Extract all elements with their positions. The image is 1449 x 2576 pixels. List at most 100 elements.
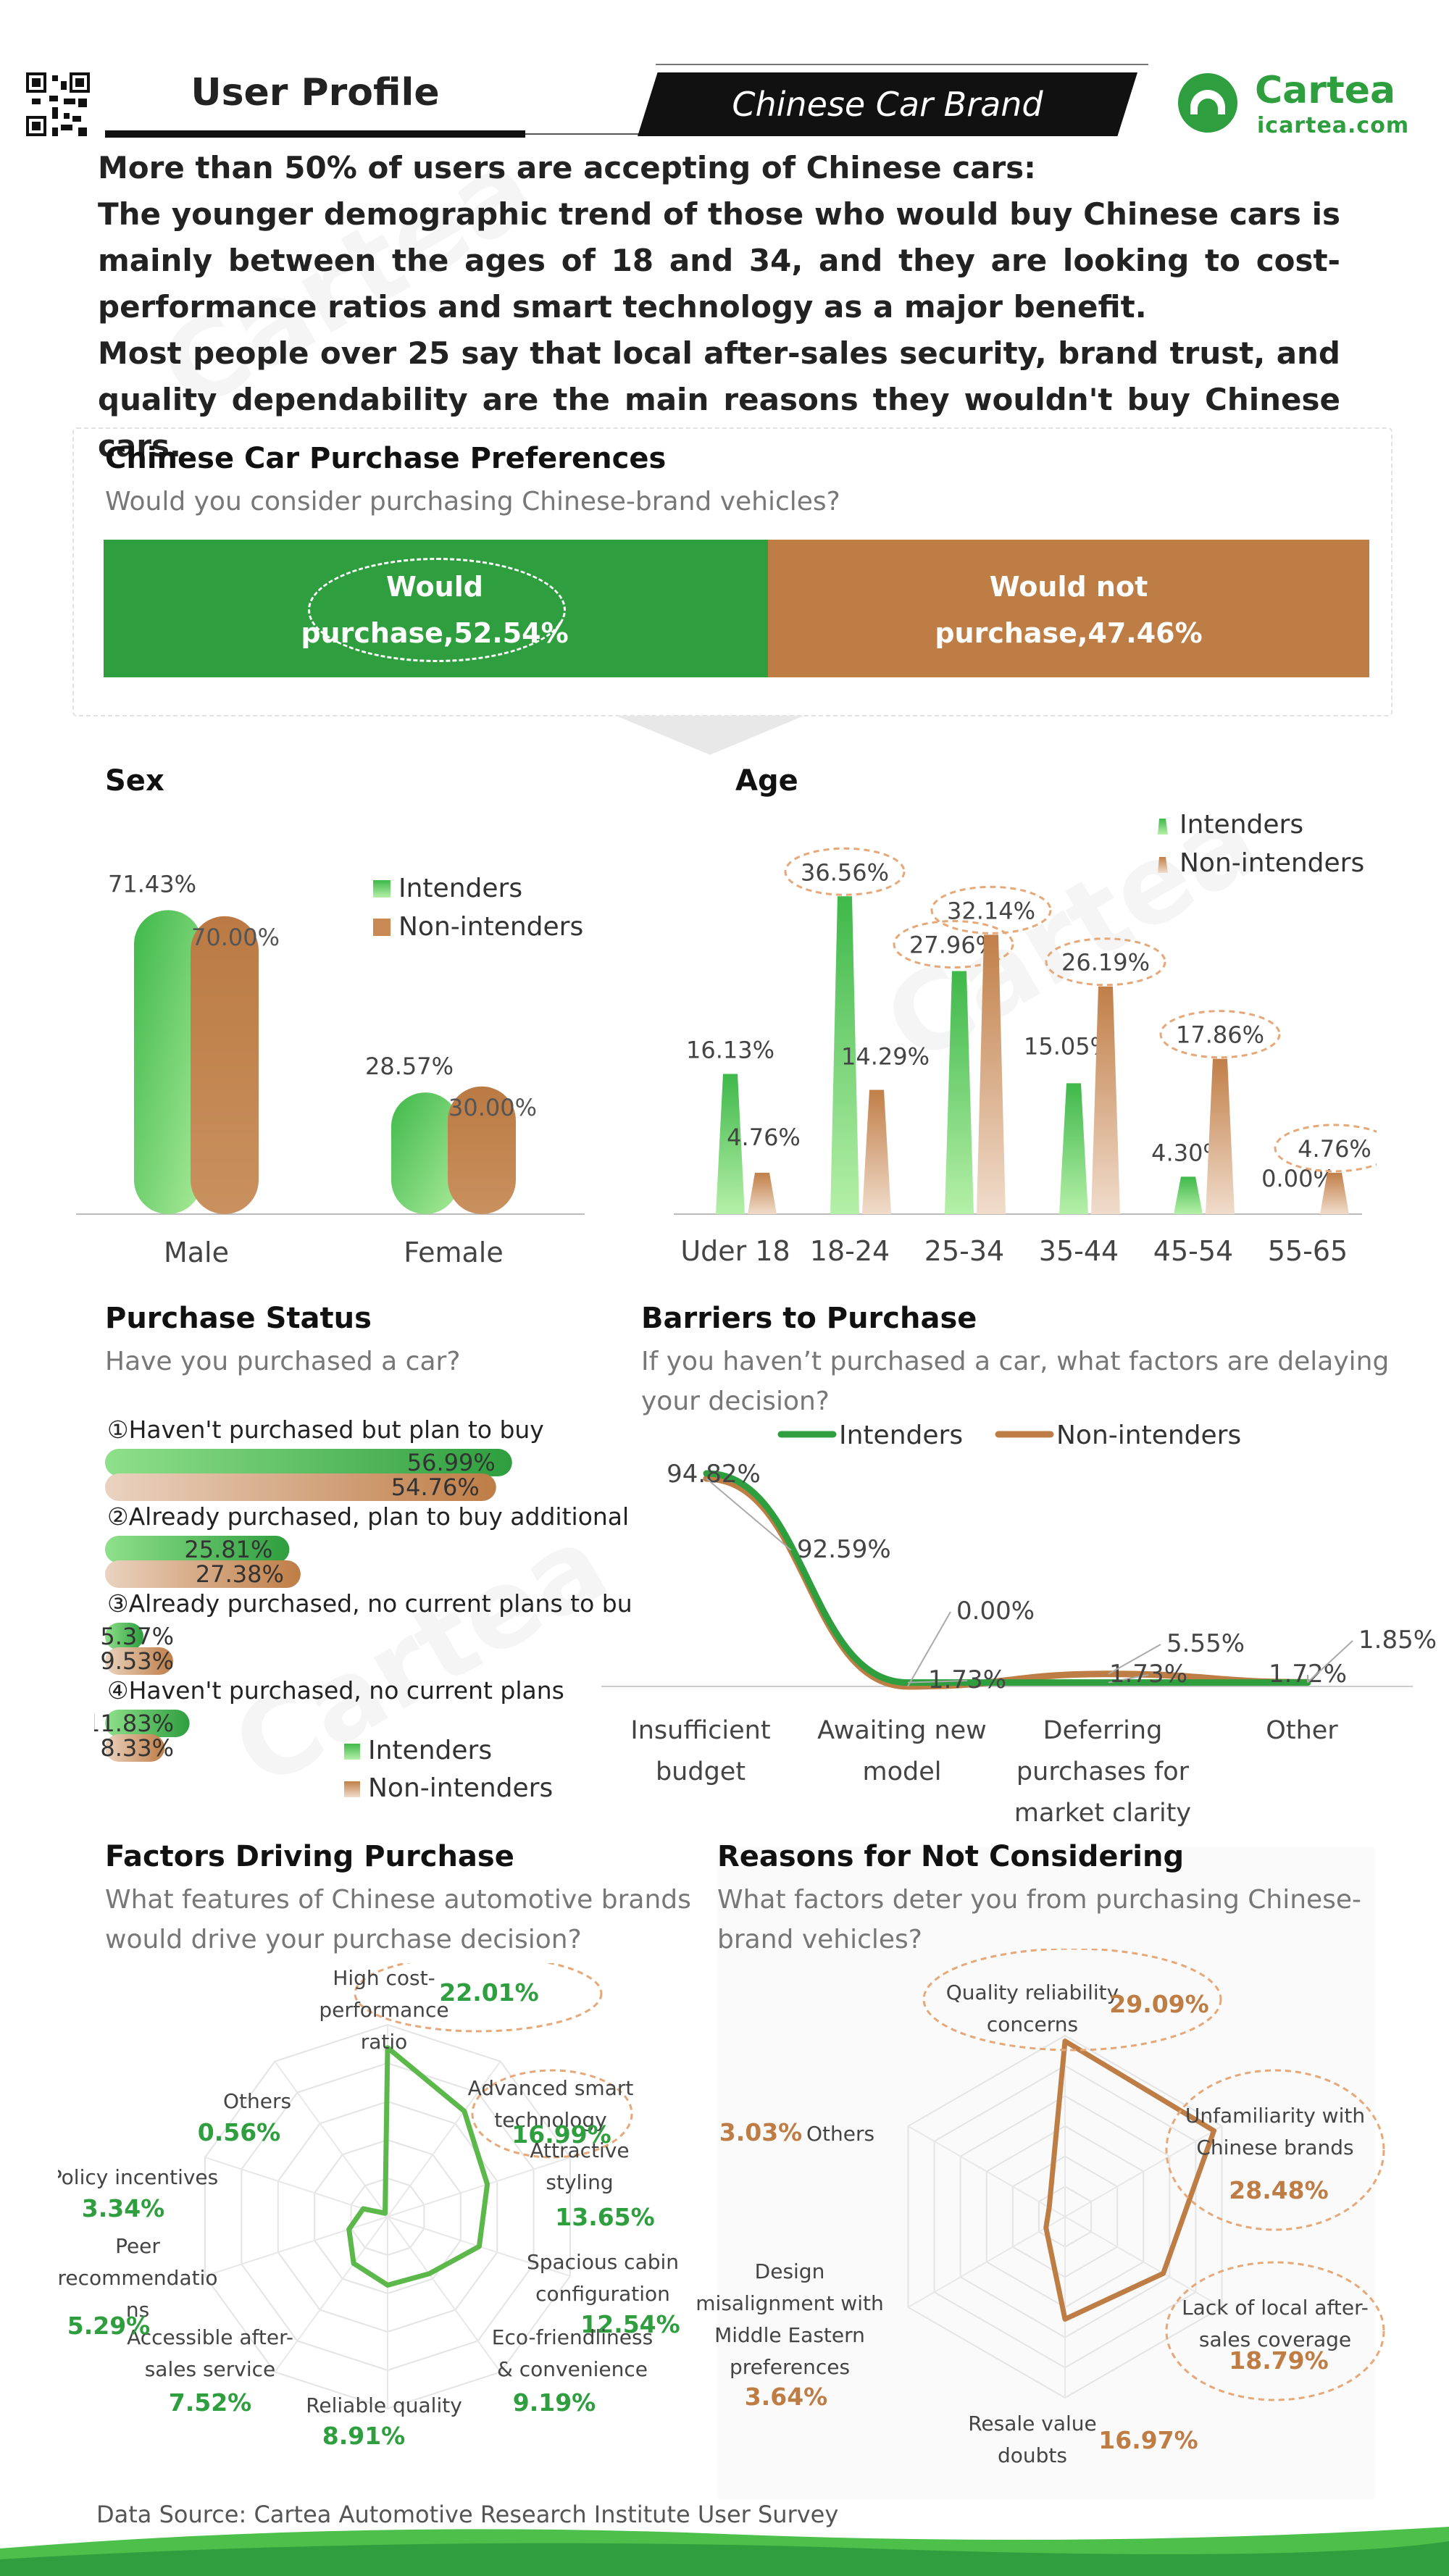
radar-axis-label: concerns [987, 2012, 1078, 2036]
bar-non-intenders [191, 916, 259, 1214]
radar-axis-label: Advanced smart [468, 2076, 634, 2100]
data-label: 92.59% [797, 1535, 891, 1564]
legend-non-intenders: Non-intenders [368, 1773, 553, 1803]
legend-swatch-intenders [1158, 819, 1168, 835]
reasons-panel [717, 1847, 1375, 2499]
would-purchase-label: Would purchase,52.54% [217, 564, 652, 656]
bar-intenders [105, 1449, 512, 1476]
bar-non-intenders [105, 1560, 301, 1588]
radar-axis-label: Accessible after- [127, 2325, 293, 2349]
radar-axis-label: Eco-friendliness [492, 2325, 653, 2349]
logo-url: icartea.com [1257, 113, 1410, 138]
bar-intenders [105, 1710, 190, 1737]
data-label: 26.19% [1061, 949, 1150, 977]
legend-swatch-intenders [373, 880, 391, 898]
status-category-label: ②Already purchased, plan to buy addition… [107, 1502, 629, 1531]
bar-non-intenders [977, 934, 1006, 1214]
radar-value-label: 8.91% [322, 2422, 406, 2450]
legend-intenders: Intenders [398, 874, 522, 903]
logo-name: Cartea [1255, 69, 1396, 112]
radar-spoke [274, 2061, 388, 2217]
x-tick-label: Male [164, 1237, 229, 1268]
highlight-ellipse [308, 558, 566, 662]
bar-intenders [134, 910, 202, 1214]
radar-axis-label: Chinese brands [1196, 2136, 1353, 2159]
status-category-label: ①Haven't purchased but plan to buy [107, 1415, 544, 1444]
bar-non-intenders [105, 1647, 173, 1675]
data-label: 4.76% [1298, 1135, 1371, 1163]
x-tick-label: Female [404, 1237, 503, 1268]
summary-line: The younger demographic trend of those w… [98, 196, 1340, 325]
label-leader-line [907, 1680, 968, 1684]
summary: More than 50% of users are accepting of … [98, 145, 1340, 469]
legend-non-intenders: Non-intenders [1179, 848, 1364, 878]
radar-spoke [387, 2157, 571, 2217]
highlight-ellipse [922, 1949, 1222, 2052]
summary-line: Most people over 25 say that local after… [98, 335, 1340, 464]
data-label: 32.14% [947, 897, 1035, 924]
radar-spoke [1064, 2125, 1223, 2217]
status-category-label: ③Already purchased, no current plans to … [107, 1589, 630, 1618]
bar-non-intenders [105, 1473, 496, 1501]
highlight-ellipse [1165, 2261, 1385, 2401]
radar-axis-label: ratio [361, 2030, 408, 2054]
section-subtitle: Have you purchased a car? [105, 1347, 461, 1376]
radar-value-label: 7.52% [169, 2388, 252, 2417]
section-subtitle: What factors deter you from purchasing C… [717, 1885, 1362, 1915]
legend-swatch-intenders [344, 1744, 360, 1760]
data-label: 25.81% [184, 1536, 272, 1563]
radar-axis-label: sales coverage [1199, 2328, 1351, 2351]
radar-value-label: 5.29% [67, 2312, 151, 2340]
radar-spoke [387, 2216, 501, 2372]
barriers-chart: Intenders Non-intenders 94.82%1.73% 1.73%… [601, 1421, 1437, 1828]
cartea-logo-icon [1178, 73, 1237, 133]
highlight-ellipse [471, 2069, 633, 2159]
radar-value-label: 22.01% [439, 1978, 538, 2007]
section-subtitle: Would you consider purchasing Chinese-br… [105, 487, 840, 517]
x-tick-label: 35-44 [1039, 1235, 1119, 1267]
radar-axis-label: configuration [535, 2282, 670, 2306]
data-source: Data Source: Cartea Automotive Research … [96, 2501, 839, 2528]
radar-axis-label: Peer [115, 2234, 160, 2258]
bar-non-intenders [105, 1734, 165, 1762]
radar-axis-label: performance [319, 1998, 448, 2022]
label-line: Would not [989, 571, 1148, 603]
section-title: Barriers to Purchase [641, 1302, 977, 1335]
summary-line: More than 50% of users are accepting of … [98, 150, 1036, 185]
section-subtitle: your decision? [641, 1387, 830, 1416]
highlight-ellipse [1165, 2069, 1385, 2231]
label-line: Would [386, 571, 483, 603]
bar-intenders [105, 1623, 143, 1650]
radar-spoke [204, 2216, 388, 2277]
radar-value-label: 12.54% [580, 2310, 680, 2338]
data-label: 36.56% [801, 858, 889, 886]
data-label: 4.76% [727, 1124, 801, 1151]
data-label: 16.13% [686, 1036, 774, 1063]
radar-spoke [907, 2216, 1066, 2308]
section-title: Factors Driving Purchase [105, 1840, 514, 1873]
section-subtitle: would drive your purchase decision? [105, 1925, 582, 1954]
x-tick-label: 25-34 [924, 1235, 1004, 1267]
section-title: Age [735, 764, 798, 798]
x-tick-label: Uder 18 [680, 1235, 790, 1267]
label-line: purchase,52.54% [301, 617, 569, 649]
x-tick-label: Other [1266, 1716, 1338, 1745]
legend-intenders: Intenders [1179, 810, 1303, 840]
data-label: 0.00% [1261, 1165, 1335, 1192]
radar-axis-label: Policy incentives [58, 2165, 218, 2189]
data-label: 0.00% [956, 1597, 1035, 1626]
data-label: 27.96% [909, 931, 998, 958]
x-tick-label: budget [656, 1757, 746, 1786]
radar-axis-label: doubts [998, 2443, 1067, 2467]
highlight-ellipse [354, 1963, 603, 2033]
radar-value-label: 18.79% [1229, 2346, 1328, 2375]
radar-axis-label: High cost- [333, 1966, 435, 1990]
radar-value-label: 16.99% [511, 2120, 611, 2149]
radar-axis-label: styling [546, 2170, 613, 2194]
data-label: 30.00% [448, 1094, 537, 1121]
page-title: User Profile [191, 71, 440, 114]
label-leader-line [1108, 1644, 1161, 1675]
footer-wave [0, 2527, 1449, 2576]
highlight-ellipse [1274, 1124, 1377, 1173]
label-line: purchase,47.46% [935, 617, 1203, 649]
